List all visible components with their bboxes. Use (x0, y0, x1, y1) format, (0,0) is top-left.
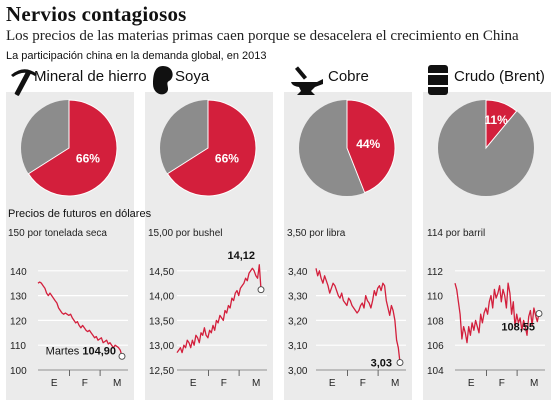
unit-label: 3,50 por libra (287, 228, 346, 239)
price-line (315, 268, 401, 363)
end-point-marker (396, 359, 404, 367)
unit-label: 114 por barril (427, 228, 486, 239)
page-subtitle: Los precios de las materias primas caen … (6, 28, 519, 44)
unit-label: 150 por tonelada seca (8, 228, 107, 239)
y-tick-label: 12,50 (149, 366, 174, 377)
price-line (454, 282, 540, 344)
x-tick-label: M (113, 378, 121, 389)
y-tick-label: 100 (10, 366, 27, 377)
x-tick-label: E (329, 378, 336, 389)
x-tick-label: E (51, 378, 58, 389)
x-tick-label: F (82, 378, 88, 389)
pickaxe-icon (11, 69, 37, 96)
prices-label: Precios de futuros en dólares (8, 208, 152, 220)
y-tick-label: 13,00 (149, 341, 174, 352)
unit-label: 15,00 por bushel (148, 228, 223, 239)
y-tick-label: 140 (10, 267, 27, 278)
page-title: Nervios contagiosos (6, 2, 187, 26)
x-tick-label: F (221, 378, 227, 389)
end-point-marker (535, 310, 543, 318)
x-tick-label: F (499, 378, 505, 389)
end-value: 108,55 (501, 322, 535, 334)
y-tick-label: 120 (10, 316, 27, 327)
end-value-label: 3,03 (371, 358, 392, 370)
x-tick-label: E (190, 378, 197, 389)
end-value-label: 108,55 (501, 322, 535, 334)
y-tick-label: 3,00 (288, 366, 308, 377)
y-tick-label: 110 (427, 292, 443, 303)
x-tick-label: M (391, 378, 399, 389)
end-value: 14,12 (227, 250, 255, 262)
y-tick-label: 108 (427, 316, 444, 327)
pie-share-label: 66% (76, 151, 100, 165)
y-tick-label: 104 (427, 366, 444, 377)
y-tick-label: 112 (427, 267, 443, 278)
pie-slice-china (346, 99, 396, 194)
x-tick-label: M (530, 378, 538, 389)
share-note: La participación china en la demanda glo… (6, 50, 267, 62)
y-tick-label: 14,00 (149, 292, 174, 303)
y-tick-label: 14,50 (149, 267, 174, 278)
y-tick-label: 110 (10, 341, 26, 352)
anvil-icon (291, 66, 323, 95)
x-tick-label: E (468, 378, 475, 389)
y-tick-label: 3,10 (288, 341, 308, 352)
commodity-label: Soya (175, 68, 210, 85)
pie-share-label: 44% (356, 137, 380, 151)
pie-slice-china (485, 99, 518, 150)
end-point-marker (118, 352, 126, 360)
y-tick-label: 3,20 (288, 316, 308, 327)
pie-share-label: 11% (484, 113, 508, 127)
y-tick-label: 130 (10, 292, 27, 303)
end-value-label: Martes 104,90 (46, 345, 116, 357)
bean-icon (153, 66, 173, 95)
end-value: 3,03 (371, 358, 392, 370)
end-date-label: Martes (46, 345, 83, 357)
x-tick-label: M (252, 378, 260, 389)
y-tick-label: 3,30 (288, 292, 308, 303)
pie-share-label: 66% (215, 151, 239, 165)
end-value-label: 14,12 (227, 250, 255, 262)
barrel-icon (428, 65, 448, 95)
commodity-label: Crudo (Brent) (454, 68, 545, 85)
y-tick-label: 106 (427, 341, 444, 352)
pie-slice-china (166, 99, 257, 197)
x-tick-label: F (360, 378, 366, 389)
price-line (37, 281, 123, 357)
commodity-label: Mineral de hierro (34, 68, 147, 85)
commodity-label: Cobre (328, 68, 369, 85)
y-tick-label: 13,50 (149, 316, 174, 327)
y-tick-label: 3,40 (288, 267, 308, 278)
price-line (176, 264, 262, 354)
end-point-marker (257, 286, 265, 294)
end-value: 104,90 (82, 345, 116, 357)
pie-slice-china (27, 99, 118, 197)
